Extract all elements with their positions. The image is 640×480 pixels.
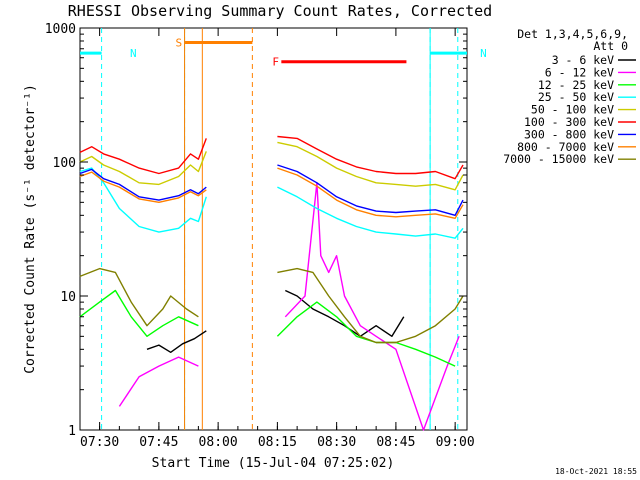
y-tick-label-2: 100: [53, 156, 76, 171]
series-lines: [79, 135, 464, 431]
axis-ticks: 07:30 07:45 08:00 08:15 08:30 08:45 09:00 1 10 10…: [45, 22, 475, 450]
x-tick-label-4: 08:30: [317, 435, 356, 450]
series-line-7-1: [277, 167, 464, 220]
legend-label-2: 12 - 25 keV: [538, 78, 614, 92]
series-line-4-1: [277, 141, 464, 191]
y-tick-label-1: 10: [60, 290, 76, 305]
y-tick-label-0: 1: [68, 424, 76, 439]
series-line-7-0: [79, 171, 207, 204]
x-tick-label-5: 08:45: [376, 435, 415, 450]
flag-label-s-2: S: [176, 36, 183, 49]
flag-label-n-0: N: [130, 47, 137, 60]
legend-header-0: Det 1,3,4,5,6,9,: [517, 27, 628, 41]
flag-label-n-1: N: [480, 47, 487, 60]
series-line-8-0: [79, 267, 199, 327]
x-tick-label-0: 07:30: [80, 435, 119, 450]
series-line-5-0: [79, 138, 207, 175]
series-line-8-1: [277, 267, 464, 344]
plot-frame: [79, 27, 468, 431]
legend-label-0: 3 - 6 keV: [552, 53, 614, 67]
y-axis-label: Corrected Count Rate (s⁻¹ detector⁻¹): [23, 84, 38, 374]
footer-timestamp: 18-Oct-2021 18:55: [555, 467, 637, 476]
legend-label-6: 300 - 800 keV: [524, 127, 614, 141]
series-line-1-0: [118, 356, 199, 407]
y-tick-label-3: 1000: [45, 22, 76, 37]
legend-label-3: 25 - 50 keV: [538, 90, 614, 104]
series-line-0-1: [285, 289, 405, 337]
series-line-2-0: [79, 289, 199, 337]
x-tick-label-2: 08:00: [199, 435, 238, 450]
series-line-0-0: [146, 330, 207, 353]
legend-label-1: 6 - 12 keV: [545, 65, 614, 79]
observing-flags: N N S F: [80, 28, 487, 430]
series-line-6-1: [277, 164, 464, 217]
series-line-5-1: [277, 135, 464, 180]
legend-label-4: 50 - 100 keV: [531, 103, 614, 117]
legend-header-1: Att 0: [593, 39, 628, 53]
series-line-3-0: [79, 167, 207, 233]
series-line-3-1: [277, 186, 464, 239]
series-line-2-1: [276, 301, 456, 367]
x-axis-label: Start Time (15-Jul-04 07:25:02): [152, 456, 395, 471]
legend-label-7: 800 - 7000 keV: [517, 140, 614, 154]
series-line-4-0: [79, 151, 207, 186]
series-line-6-0: [79, 168, 207, 201]
x-tick-label-6: 09:00: [436, 435, 475, 450]
x-tick-label-3: 08:15: [258, 435, 297, 450]
legend-label-5: 100 - 300 keV: [524, 115, 614, 129]
x-tick-label-1: 07:45: [139, 435, 178, 450]
legend-label-8: 7000 - 15000 keV: [503, 152, 614, 166]
flag-label-f-3: F: [272, 56, 279, 69]
chart-title: RHESSI Observing Summary Count Rates, Co…: [68, 2, 492, 20]
